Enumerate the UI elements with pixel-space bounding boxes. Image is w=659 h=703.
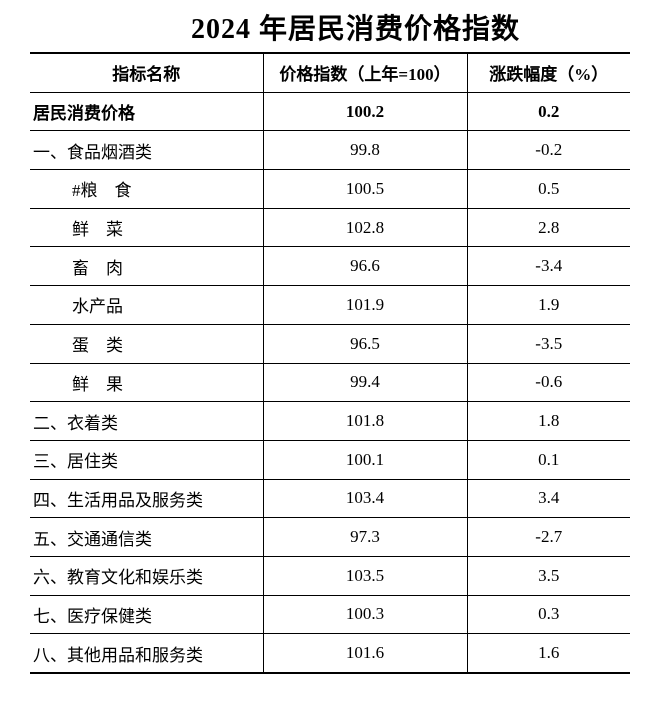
price-index-cell: 101.9 [262,285,467,325]
price-index-cell: 101.6 [262,633,467,674]
indicator-cell: 六、教育文化和娱乐类 [30,556,263,596]
table-row: 居民消费价格 100.2 0.2 [30,92,630,132]
price-index-cell: 103.5 [262,556,467,596]
indicator-cell: 七、医疗保健类 [30,595,263,635]
indicator-cell: 八、其他用品和服务类 [30,633,263,674]
indicator-cell: 蛋 类 [30,324,263,364]
table-row: 一、食品烟酒类 99.8 -0.2 [30,130,630,171]
change-rate-cell: 2.8 [466,208,630,248]
indicator-cell: #粮 食 [30,169,263,209]
header-price-index: 价格指数（上年=100） [262,53,467,93]
table-body: 居民消费价格 100.2 0.2 一、食品烟酒类 99.8 -0.2 #粮 食 100.5 0.… [30,92,630,674]
price-index-cell: 96.5 [262,324,467,364]
change-rate-cell: -3.5 [466,324,630,364]
change-rate-cell: 0.2 [466,92,630,132]
table-row: 八、其他用品和服务类 101.6 1.6 [30,633,630,674]
indicator-cell: 畜 肉 [30,246,263,287]
table-row: 六、教育文化和娱乐类 103.5 3.5 [30,556,630,596]
table-row: 四、生活用品及服务类 103.4 3.4 [30,479,630,519]
header-row: 指标名称 价格指数（上年=100） 涨跌幅度（%） [30,53,630,93]
indicator-cell: 居民消费价格 [30,92,263,132]
change-rate-cell: 1.9 [466,285,630,325]
table-row: 水产品 101.9 1.9 [30,285,630,325]
table-row: 三、居住类 100.1 0.1 [30,440,630,480]
table-row: 鲜 菜 102.8 2.8 [30,208,630,248]
indicator-cell: 一、食品烟酒类 [30,130,263,171]
price-index-cell: 100.2 [262,92,467,132]
price-index-cell: 103.4 [262,479,467,519]
page-title: 2024 年居民消费价格指数 [190,14,520,45]
price-index-cell: 99.8 [262,130,467,171]
change-rate-cell: 3.4 [466,479,630,519]
indicator-cell: 五、交通通信类 [30,517,263,557]
change-rate-cell: -3.4 [466,246,630,287]
change-rate-cell: -0.2 [466,130,630,171]
indicator-cell: 二、衣着类 [30,401,263,441]
header-change-rate: 涨跌幅度（%） [466,53,630,93]
change-rate-cell: 0.1 [466,440,630,480]
change-rate-cell: 1.6 [466,633,630,674]
change-rate-cell: 1.8 [466,401,630,441]
table-row: 鲜 果 99.4 -0.6 [30,363,630,403]
price-index-cell: 99.4 [262,363,467,403]
table-row: 七、医疗保健类 100.3 0.3 [30,595,630,635]
change-rate-cell: -2.7 [466,517,630,557]
header-indicator-name: 指标名称 [30,53,263,93]
indicator-cell: 鲜 果 [30,363,263,403]
cpi-table: 指标名称 价格指数（上年=100） 涨跌幅度（%） 居民消费价格 100.2 0.2… [30,52,630,674]
price-index-cell: 100.1 [262,440,467,480]
change-rate-cell: -0.6 [466,363,630,403]
table-row: 二、衣着类 101.8 1.8 [30,401,630,441]
price-index-cell: 100.3 [262,595,467,635]
table-row: 畜 肉 96.6 -3.4 [30,246,630,287]
price-index-cell: 96.6 [262,246,467,287]
price-index-cell: 100.5 [262,169,467,209]
indicator-cell: 水产品 [30,285,263,325]
price-index-cell: 101.8 [262,401,467,441]
table-row: #粮 食 100.5 0.5 [30,169,630,209]
change-rate-cell: 0.5 [466,169,630,209]
table-row: 五、交通通信类 97.3 -2.7 [30,517,630,557]
price-index-cell: 97.3 [262,517,467,557]
change-rate-cell: 0.3 [466,595,630,635]
change-rate-cell: 3.5 [466,556,630,596]
table-row: 蛋 类 96.5 -3.5 [30,324,630,364]
indicator-cell: 三、居住类 [30,440,263,480]
indicator-cell: 鲜 菜 [30,208,263,248]
indicator-cell: 四、生活用品及服务类 [30,479,263,519]
price-index-cell: 102.8 [262,208,467,248]
